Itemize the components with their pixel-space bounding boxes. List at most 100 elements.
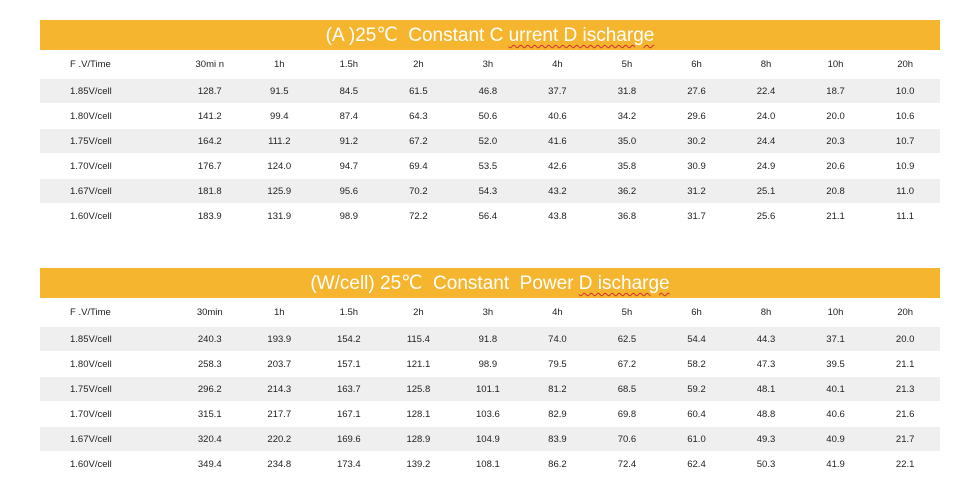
table-cell: 169.6 — [314, 426, 384, 452]
column-header: 2h — [413, 306, 424, 318]
table-row: 1.67V/cell 320.4 220.2 169.6 128.9 104.9 83.9 7… — [40, 426, 940, 452]
table-row: 1.75V/cell 164.2 111.2 91.2 67.2 52.0 41.6 35.0… — [40, 128, 940, 154]
table-cell: 60.4 — [687, 408, 706, 420]
table-cell: 103.6 — [476, 408, 500, 420]
row-label: 1.85V/cell — [40, 78, 175, 104]
table-cell: 41.6 — [522, 128, 593, 154]
table-row: 1.70V/cell 315.1 217.7 167.1 128.1 103.6 82.9 6… — [40, 402, 940, 427]
table-cell: 69.8 — [617, 408, 637, 420]
table-cell: 24.0 — [756, 110, 776, 122]
row-label: 1.70V/cell — [70, 408, 112, 420]
table-cell: 34.2 — [617, 110, 637, 122]
table-cell: 47.3 — [756, 358, 776, 370]
column-header: 20h — [897, 58, 914, 70]
table-cell: 81.2 — [522, 376, 593, 402]
column-header: 6h — [691, 58, 702, 70]
constant-current-section: (A )25℃ Constant C urrent D ischarge F .… — [40, 20, 940, 228]
row-label: 1.85V/cell — [40, 326, 175, 352]
table-cell: 131.9 — [267, 210, 292, 222]
table-cell: 50.6 — [478, 110, 498, 122]
table-cell: 181.8 — [175, 178, 245, 204]
table-cell: 22.1 — [895, 458, 915, 470]
table-cell: 39.5 — [826, 358, 845, 370]
row-label: 1.67V/cell — [40, 426, 175, 452]
column-header: 5h — [621, 306, 633, 318]
table-cell: 49.3 — [731, 426, 801, 452]
table-cell: 48.1 — [731, 376, 801, 402]
row-label: 1.67V/cell — [40, 178, 175, 204]
table-cell: 40.9 — [800, 426, 871, 452]
column-header: 4h — [552, 306, 563, 318]
table-cell: 36.8 — [617, 210, 637, 222]
table-cell: 31.2 — [661, 178, 732, 204]
table-cell: 61.0 — [661, 426, 732, 452]
table-cell: 21.3 — [870, 376, 940, 402]
banner-prefix: (A )25 — [325, 25, 377, 46]
table-cell: 79.5 — [548, 358, 567, 370]
table-cell: 10.7 — [870, 128, 940, 154]
table-cell: 320.4 — [175, 426, 245, 452]
table-cell: 91.2 — [314, 128, 384, 154]
table-cell: 53.5 — [478, 160, 498, 172]
table-cell: 58.2 — [687, 358, 706, 370]
table-cell: 35.8 — [617, 160, 637, 172]
table-cell: 24.4 — [731, 128, 801, 154]
table-cell: 67.2 — [383, 128, 454, 154]
table-cell: 154.2 — [314, 326, 384, 352]
table-cell: 83.9 — [522, 426, 593, 452]
table-cell: 56.4 — [478, 210, 498, 222]
table-cell: 193.9 — [244, 326, 315, 352]
table-row: 1.70V/cell 176.7 124.0 94.7 69.4 53.5 42.6 35.8… — [40, 154, 940, 179]
column-header: 1.5h — [339, 306, 359, 318]
table-cell: 21.1 — [826, 210, 845, 222]
table-cell: 139.2 — [406, 458, 431, 470]
table-cell: 22.4 — [731, 78, 801, 104]
table-cell: 86.2 — [548, 458, 567, 470]
table-cell: 128.7 — [175, 78, 245, 104]
table-cell: 24.9 — [756, 160, 776, 172]
table-cell: 20.0 — [870, 326, 940, 352]
table-cell: 40.1 — [800, 376, 871, 402]
table-cell: 183.9 — [197, 210, 222, 222]
table-cell: 72.4 — [617, 458, 637, 470]
column-header: 6h — [691, 306, 702, 318]
column-header: 3h — [482, 306, 494, 318]
table-cell: 234.8 — [267, 458, 292, 470]
table-cell: 84.5 — [314, 78, 384, 104]
banner-unit: ℃ — [401, 273, 423, 294]
table-cell: 70.2 — [383, 178, 454, 204]
table-cell: 70.6 — [592, 426, 662, 452]
table-cell: 44.3 — [731, 326, 801, 352]
row-label: 1.75V/cell — [40, 376, 175, 402]
column-header: 10h — [827, 306, 844, 318]
table-row: 1.60V/cell 183.9 131.9 98.9 72.2 56.4 43.8 36.8… — [40, 204, 940, 229]
table-cell: 61.5 — [383, 78, 454, 104]
table-cell: 67.2 — [617, 358, 637, 370]
table-cell: 10.0 — [870, 78, 940, 104]
banner-middle: Constant C — [397, 25, 509, 46]
column-header: F .V/Time — [70, 306, 111, 318]
table-cell: 62.5 — [592, 326, 662, 352]
table-cell: 64.3 — [409, 110, 428, 122]
constant-current-banner: (A )25℃ Constant C urrent D ischarge — [40, 20, 940, 50]
column-header: 1h — [274, 306, 285, 318]
table-cell: 108.1 — [476, 458, 500, 470]
table-row: 1.85V/cell 128.7 91.5 84.5 61.5 46.8 37.7 31.8 2… — [40, 78, 940, 104]
table-cell: 296.2 — [175, 376, 245, 402]
header-row: F .V/Time 30mi n 1h 1.5h 2h 3h 4h 5h 6h 8h 10h 20h — [40, 50, 940, 79]
table-cell: 21.6 — [895, 408, 915, 420]
table-cell: 164.2 — [175, 128, 245, 154]
table-cell: 72.2 — [409, 210, 428, 222]
table-cell: 167.1 — [336, 408, 361, 420]
table-cell: 203.7 — [267, 358, 292, 370]
table-cell: 35.0 — [592, 128, 662, 154]
table-cell: 18.7 — [800, 78, 871, 104]
table-cell: 217.7 — [267, 408, 292, 420]
table-cell: 125.8 — [383, 376, 454, 402]
table-cell: 91.8 — [453, 326, 523, 352]
row-label: 1.80V/cell — [70, 358, 112, 370]
table-cell: 29.6 — [687, 110, 706, 122]
table-cell: 25.6 — [756, 210, 776, 222]
table-cell: 40.6 — [548, 110, 567, 122]
row-label: 1.80V/cell — [70, 110, 112, 122]
